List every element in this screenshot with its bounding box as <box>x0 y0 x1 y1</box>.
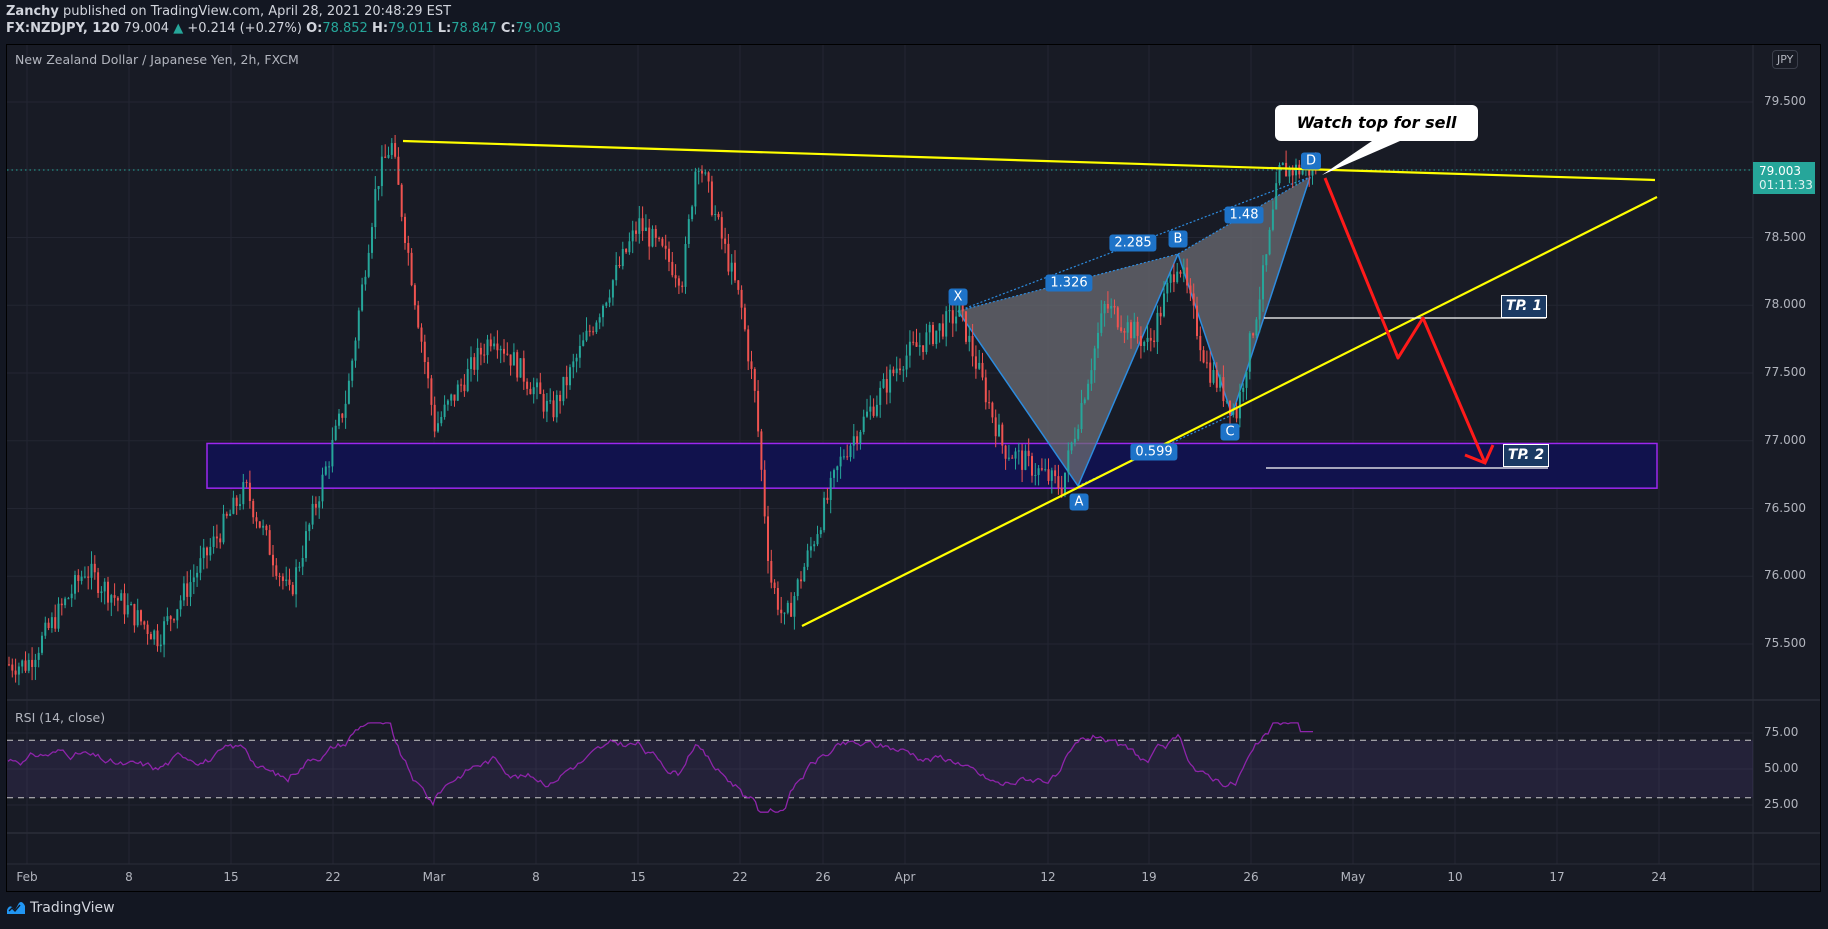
projection-arrow <box>1323 177 1487 464</box>
high-label: H: <box>371 21 389 36</box>
time-axis-label: 10 <box>1447 870 1463 884</box>
symbol-info: FX:NZDJPY, 120 79.004 ▲ +0.214 (+0.27%) … <box>6 21 561 36</box>
time-axis-label: May <box>1340 870 1366 884</box>
symbol-label: FX:NZDJPY, 120 <box>6 21 120 36</box>
support-trendline[interactable] <box>801 196 1658 627</box>
time-axis-label: 8 <box>532 870 540 884</box>
currency-button[interactable]: JPY <box>1772 50 1799 69</box>
change-value: +0.214 (+0.27%) <box>187 21 302 36</box>
rsi-pane <box>7 722 1753 813</box>
candles <box>8 134 1317 686</box>
published-text: published on TradingView.com, April 28, … <box>63 4 452 19</box>
low-label: L: <box>437 21 452 36</box>
time-axis-label: 22 <box>732 870 748 884</box>
close-value: 79.003 <box>515 21 562 36</box>
publish-info: Zanchy published on TradingView.com, Apr… <box>6 4 451 19</box>
callout-note[interactable]: Watch top for sell <box>1275 105 1478 141</box>
bar-countdown: 01:11:33 <box>1759 178 1813 192</box>
support-zone <box>206 442 1658 489</box>
time-axis-label: Apr <box>894 870 916 884</box>
rsi-axis-label: 50.00 <box>1764 761 1799 775</box>
open-value: 78.852 <box>322 21 368 36</box>
open-label: O: <box>306 21 323 36</box>
price-axis-label: 76.000 <box>1764 568 1806 583</box>
time-axis-label: Feb <box>16 870 38 884</box>
ratio-xd[interactable]: 2.285 <box>1109 234 1157 252</box>
price-axis-label: 77.500 <box>1764 365 1806 379</box>
tradingview-logo-icon <box>7 902 25 914</box>
time-axis-label: 26 <box>815 870 831 884</box>
last-price-tag: 79.003 01:11:33 <box>1753 162 1815 194</box>
pattern-point-b[interactable]: B <box>1168 230 1188 248</box>
time-axis-label: 12 <box>1040 870 1056 884</box>
time-axis-label: 17 <box>1549 870 1565 884</box>
time-axis-label: 22 <box>325 870 341 884</box>
arrow-head-icon <box>1464 444 1495 465</box>
ratio-ac[interactable]: 0.599 <box>1130 443 1178 461</box>
pattern-point-a[interactable]: A <box>1069 493 1089 511</box>
pattern-point-c[interactable]: C <box>1220 423 1240 441</box>
price-axis-label: 75.500 <box>1764 636 1806 650</box>
ratio-bd[interactable]: 1.48 <box>1224 206 1264 224</box>
low-value: 78.847 <box>451 21 497 36</box>
last-price: 79.004 <box>123 21 170 36</box>
time-axis-label: 15 <box>223 870 239 884</box>
time-axis-label: 19 <box>1141 870 1157 884</box>
resistance-trendline[interactable] <box>402 139 1656 182</box>
high-value: 79.011 <box>388 21 434 36</box>
pattern-point-x[interactable]: X <box>948 288 968 306</box>
ratio-xb[interactable]: 1.326 <box>1045 274 1093 292</box>
time-axis-label: 24 <box>1651 870 1667 884</box>
time-axis-label: 15 <box>630 870 646 884</box>
time-axis-label: Mar <box>422 870 446 884</box>
last-price-tag-value: 79.003 <box>1759 164 1801 178</box>
footer-brand-label: TradingView <box>30 900 115 916</box>
price-axis-label: 78.500 <box>1764 229 1806 244</box>
price-axis-label: 79.500 <box>1764 94 1806 108</box>
pattern-point-d[interactable]: D <box>1300 152 1322 170</box>
time-axis-label: 8 <box>125 870 133 884</box>
price-axis-label: 78.000 <box>1764 297 1806 312</box>
author-name[interactable]: Zanchy <box>6 4 59 19</box>
close-label: C: <box>500 21 516 36</box>
price-axis-label: 77.000 <box>1764 432 1806 447</box>
tp1-label[interactable]: TP. 1 <box>1501 295 1547 318</box>
series-legend[interactable]: New Zealand Dollar / Japanese Yen, 2h, F… <box>15 52 299 67</box>
rsi-line <box>7 722 1313 813</box>
footer-brand[interactable]: TradingView <box>6 900 115 916</box>
rsi-axis-label: 25.00 <box>1764 797 1799 811</box>
callout-pointer <box>1322 141 1400 175</box>
time-axis-label: 26 <box>1243 870 1259 884</box>
price-axis-label: 76.500 <box>1764 500 1806 515</box>
rsi-legend[interactable]: RSI (14, close) <box>15 710 106 725</box>
tp2-label[interactable]: TP. 2 <box>1503 444 1549 467</box>
rsi-axis-label: 75.00 <box>1764 725 1799 739</box>
up-triangle-icon: ▲ <box>173 21 184 36</box>
